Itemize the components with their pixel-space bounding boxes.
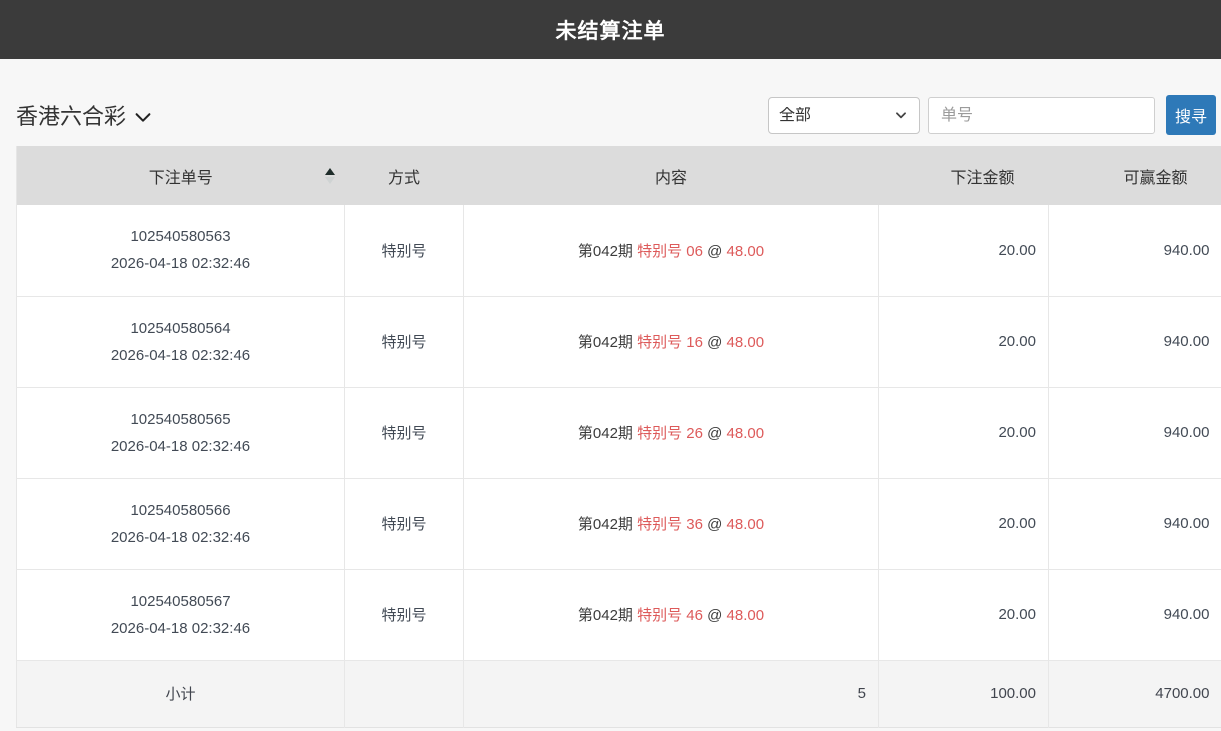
table-row: 102540580564 2026-04-18 02:32:46 特别号 第04… <box>16 296 1221 388</box>
sort-desc-icon <box>324 176 335 184</box>
content-odds: 48.00 <box>726 334 765 351</box>
table-row: 102540580566 2026-04-18 02:32:46 特别号 第04… <box>16 478 1221 570</box>
content-odds: 48.00 <box>726 607 765 624</box>
bet-content: 第042期 特别号 16 @ 48.00 <box>463 296 879 388</box>
bet-amount: 20.00 <box>878 478 1049 570</box>
order-number: 102540580566 <box>130 501 231 519</box>
subtotal-win-amount: 4700.00 <box>1048 660 1221 727</box>
order-time: 2026-04-18 02:32:46 <box>110 619 251 637</box>
subtotal-row: 小计 5 100.00 4700.00 <box>16 660 1221 727</box>
order-number: 102540580564 <box>130 319 231 337</box>
bet-content: 第042期 特别号 06 @ 48.00 <box>463 205 879 297</box>
order-number: 102540580565 <box>130 410 231 428</box>
bet-content: 第042期 特别号 26 @ 48.00 <box>463 387 879 479</box>
order-time: 2026-04-18 02:32:46 <box>110 528 251 546</box>
bet-amount: 20.00 <box>878 296 1049 388</box>
order-time: 2026-04-18 02:32:46 <box>110 437 251 455</box>
column-header-order-label: 下注单号 <box>148 169 213 187</box>
order-time: 2026-04-18 02:32:46 <box>110 255 251 273</box>
bet-amount: 20.00 <box>878 205 1049 297</box>
unsettled-bets-table: 下注单号 方式 内容 下注金额 可赢金额 102540580563 2026-0… <box>16 146 1221 728</box>
content-issue: 第042期 <box>577 607 633 624</box>
subtotal-method-empty <box>344 660 464 727</box>
content-issue: 第042期 <box>577 334 633 351</box>
content-issue: 第042期 <box>577 516 633 533</box>
subtotal-count: 5 <box>463 660 879 727</box>
lottery-name: 香港六合彩 <box>16 104 127 129</box>
page-title: 未结算注单 <box>555 19 666 43</box>
content-at: @ <box>707 607 723 624</box>
column-header-content: 内容 <box>463 146 879 205</box>
bet-method: 特别号 <box>344 478 464 570</box>
filter-select[interactable]: 全部 <box>768 97 920 134</box>
order-number: 102540580567 <box>130 592 231 610</box>
subtotal-bet-amount: 100.00 <box>878 660 1049 727</box>
page-header: 未结算注单 <box>0 0 1221 59</box>
table-body: 102540580563 2026-04-18 02:32:46 特别号 第04… <box>16 205 1221 661</box>
content-pick: 特别号 16 <box>637 334 703 351</box>
table-row: 102540580567 2026-04-18 02:32:46 特别号 第04… <box>16 569 1221 661</box>
content-issue: 第042期 <box>577 425 633 442</box>
content-at: @ <box>707 242 723 260</box>
win-amount: 940.00 <box>1048 205 1221 297</box>
bet-method: 特别号 <box>344 569 464 661</box>
search-button[interactable]: 搜寻 <box>1166 95 1216 135</box>
table-row: 102540580565 2026-04-18 02:32:46 特别号 第04… <box>16 387 1221 479</box>
bet-amount: 20.00 <box>878 387 1049 479</box>
table-row: 102540580563 2026-04-18 02:32:46 特别号 第04… <box>16 205 1221 297</box>
bet-method: 特别号 <box>344 296 464 388</box>
content-odds: 48.00 <box>726 516 765 533</box>
sort-control[interactable] <box>324 167 335 184</box>
content-issue: 第042期 <box>577 242 633 260</box>
column-header-win-amount: 可赢金额 <box>1048 146 1221 205</box>
win-amount: 940.00 <box>1048 387 1221 479</box>
win-amount: 940.00 <box>1048 296 1221 388</box>
bet-method: 特别号 <box>344 387 464 479</box>
column-header-order[interactable]: 下注单号 <box>16 146 345 205</box>
content-at: @ <box>707 516 723 533</box>
sort-asc-icon <box>324 167 335 175</box>
content-at: @ <box>707 425 723 442</box>
content-pick: 特别号 26 <box>637 425 703 442</box>
column-header-bet-amount: 下注金额 <box>878 146 1049 205</box>
order-number-input[interactable] <box>928 97 1155 134</box>
bet-content: 第042期 特别号 36 @ 48.00 <box>463 478 879 570</box>
table-header-row: 下注单号 方式 内容 下注金额 可赢金额 <box>16 146 1221 205</box>
order-number: 102540580563 <box>130 228 231 246</box>
content-odds: 48.00 <box>726 242 765 260</box>
content-pick: 特别号 06 <box>637 242 703 260</box>
content-pick: 特别号 36 <box>637 516 703 533</box>
content-pick: 特别号 46 <box>637 607 703 624</box>
chevron-down-icon <box>135 112 151 122</box>
win-amount: 940.00 <box>1048 478 1221 570</box>
content-odds: 48.00 <box>726 425 765 442</box>
order-time: 2026-04-18 02:32:46 <box>110 346 251 364</box>
bet-amount: 20.00 <box>878 569 1049 661</box>
content-at: @ <box>707 334 723 351</box>
subtotal-label: 小计 <box>16 660 345 727</box>
lottery-selector[interactable]: 香港六合彩 <box>16 99 154 131</box>
bet-content: 第042期 特别号 46 @ 48.00 <box>463 569 879 661</box>
bet-method: 特别号 <box>344 205 464 297</box>
column-header-method: 方式 <box>344 146 464 205</box>
win-amount: 940.00 <box>1048 569 1221 661</box>
